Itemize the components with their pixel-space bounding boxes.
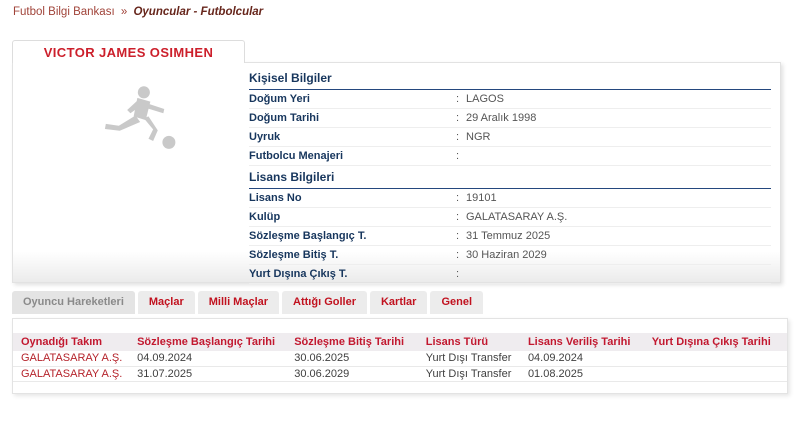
- colon-separator: :: [456, 230, 460, 242]
- table-cell: [643, 366, 787, 382]
- info-row: Doğum Yeri: LAGOS: [249, 90, 771, 109]
- team-name-link[interactable]: GALATASARAY A.Ş.: [13, 351, 130, 367]
- info-label: Doğum Tarihi: [249, 112, 320, 124]
- player-name-tab[interactable]: VICTOR JAMES OSIMHEN: [12, 40, 245, 63]
- tab-att-goller[interactable]: Attığı Goller: [282, 291, 367, 314]
- colon-separator: :: [456, 211, 460, 223]
- table-cell: 01.08.2025: [519, 366, 644, 382]
- player-info-fields: Kişisel Bilgiler Doğum Yeri: LAGOS Doğum T…: [249, 67, 771, 284]
- license-info-header: Lisans Bilgileri: [249, 166, 771, 189]
- table-cell: Yurt Dışı Transfer: [417, 366, 520, 382]
- table-cell: 04.09.2024: [519, 351, 644, 367]
- colon-separator: :: [456, 112, 460, 124]
- table-cell: Yurt Dışı Transfer: [417, 351, 520, 367]
- colon-separator: :: [456, 131, 460, 143]
- info-value: LAGOS: [466, 93, 504, 105]
- player-detail-tabbar: Oyuncu Hareketleri Maçlar Milli Maçlar Attı…: [12, 291, 484, 314]
- info-label: Yurt Dışına Çıkış T.: [249, 268, 348, 280]
- table-column-header: Oynadığı Takım: [13, 333, 130, 351]
- table-row: GALATASARAY A.Ş. 04.09.2024 30.06.2025 Yurt…: [13, 351, 787, 367]
- table-header-row: Oynadığı Takım Sözleşme Başlangıç Tarihi S…: [13, 333, 787, 351]
- info-label: Lisans No: [249, 192, 302, 204]
- tab-genel[interactable]: Genel: [430, 291, 484, 314]
- license-info-rows: Lisans No:19101 Kulüp: GALATASARAY A.Ş. Söz…: [249, 189, 771, 284]
- colon-separator: :: [456, 192, 460, 204]
- breadcrumb-current-page: Oyuncular - Futbolcular: [133, 6, 264, 18]
- breadcrumb: Futbol Bilgi Bankası » Oyuncular - Futbo…: [13, 6, 263, 18]
- personal-info-rows: Doğum Yeri: LAGOS Doğum Tarihi:29 Aralık 1…: [249, 90, 771, 166]
- table-column-header: Sözleşme Bitiş Tarihi: [286, 333, 418, 351]
- info-value: NGR: [466, 131, 491, 143]
- info-label: Futbolcu Menajeri: [249, 150, 344, 162]
- info-label: Uyruk: [249, 131, 281, 143]
- tab-ma-lar[interactable]: Maçlar: [137, 291, 195, 314]
- table-column-header: Lisans Türü: [417, 333, 520, 351]
- info-label: Sözleşme Bitiş T.: [249, 249, 339, 261]
- info-label: Sözleşme Başlangıç T.: [249, 230, 367, 242]
- colon-separator: :: [456, 150, 460, 162]
- player-movements-table: Oynadığı Takım Sözleşme Başlangıç Tarihi S…: [13, 333, 787, 382]
- colon-separator: :: [456, 268, 460, 280]
- info-row: Sözleşme Başlangıç T.:31 Temmuz 2025: [249, 227, 771, 246]
- table-cell: 30.06.2029: [286, 366, 418, 382]
- info-row: Uyruk: NGR: [249, 128, 771, 147]
- info-row: Kulüp: GALATASARAY A.Ş.: [249, 208, 771, 227]
- info-row: Doğum Tarihi:29 Aralık 1998: [249, 109, 771, 128]
- tab-milli-ma-lar[interactable]: Milli Maçlar: [197, 291, 280, 314]
- info-value: 29 Aralık 1998: [466, 112, 537, 124]
- player-info-panel: Kişisel Bilgiler Doğum Yeri: LAGOS Doğum T…: [12, 62, 781, 284]
- info-row: Sözleşme Bitiş T.:30 Haziran 2029: [249, 246, 771, 265]
- table-cell: 31.07.2025: [129, 366, 287, 382]
- table-cell: 04.09.2024: [129, 351, 287, 367]
- player-movements-panel: Oynadığı Takım Sözleşme Başlangıç Tarihi S…: [12, 318, 788, 394]
- table-column-header: Yurt Dışına Çıkış Tarihi: [643, 333, 787, 351]
- colon-separator: :: [456, 249, 460, 261]
- tab-oyuncu-hareketleri[interactable]: Oyuncu Hareketleri: [12, 291, 135, 314]
- player-kicking-ball-silhouette-icon: [104, 86, 176, 149]
- breadcrumb-separator: »: [120, 6, 128, 18]
- player-photo-placeholder: [13, 63, 249, 282]
- table-cell: 30.06.2025: [286, 351, 418, 367]
- table-cell: [643, 351, 787, 367]
- info-value: 30 Haziran 2029: [466, 249, 547, 261]
- table-column-header: Sözleşme Başlangıç Tarihi: [129, 333, 287, 351]
- info-label: Kulüp: [249, 211, 281, 223]
- info-value: 31 Temmuz 2025: [466, 230, 551, 242]
- table-column-header: Lisans Veriliş Tarihi: [519, 333, 644, 351]
- info-label: Doğum Yeri: [249, 93, 310, 105]
- info-row: Yurt Dışına Çıkış T.:: [249, 265, 771, 284]
- tab-kartlar[interactable]: Kartlar: [369, 291, 428, 314]
- colon-separator: :: [456, 93, 460, 105]
- table-row: GALATASARAY A.Ş. 31.07.2025 30.06.2029 Yurt…: [13, 366, 787, 382]
- info-value: 19101: [466, 192, 497, 204]
- team-name-link[interactable]: GALATASARAY A.Ş.: [13, 366, 130, 382]
- personal-info-header: Kişisel Bilgiler: [249, 67, 771, 90]
- info-row: Lisans No:19101: [249, 189, 771, 208]
- info-row: Futbolcu Menajeri:: [249, 147, 771, 166]
- breadcrumb-section[interactable]: Futbol Bilgi Bankası: [13, 6, 115, 18]
- info-value: GALATASARAY A.Ş.: [466, 211, 568, 223]
- player-name: VICTOR JAMES OSIMHEN: [43, 44, 214, 60]
